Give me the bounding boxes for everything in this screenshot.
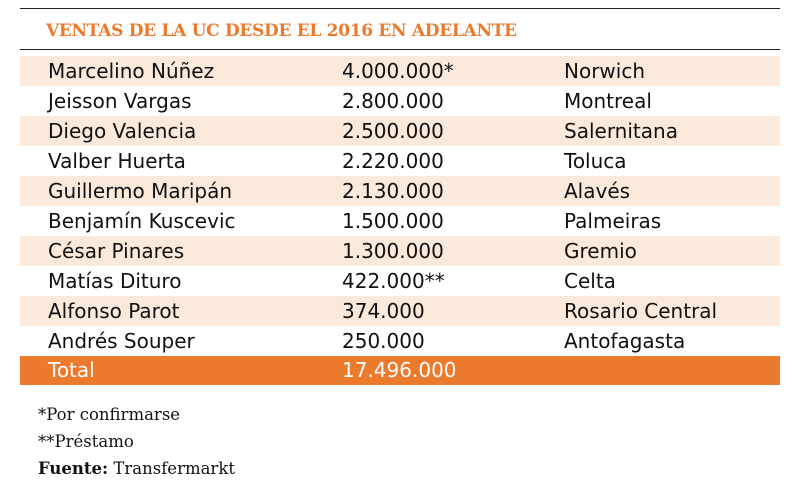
table-row: Andrés Souper 250.000 Antofagasta [20,326,780,356]
sale-amount: 4.000.000* [342,59,454,83]
table-row: Marcelino Núñez 4.000.000* Norwich [20,56,780,86]
sale-amount: 422.000** [342,269,445,293]
player-name: Diego Valencia [48,119,197,143]
sale-amount: 1.500.000 [342,209,444,233]
destination-club: Norwich [564,59,646,83]
destination-club: Palmeiras [564,209,662,233]
source-label: Fuente: [38,459,109,478]
sale-amount: 250.000 [342,329,425,353]
player-name: Marcelino Núñez [48,59,215,83]
title-rule [20,49,780,50]
sale-amount: 1.300.000 [342,239,444,263]
sale-amount: 2.130.000 [342,179,444,203]
table-row: Alfonso Parot 374.000 Rosario Central [20,296,780,326]
player-name: Andrés Souper [48,329,195,353]
footnote-loan: **Préstamo [38,432,134,451]
player-name: César Pinares [48,239,185,263]
sale-amount: 2.220.000 [342,149,444,173]
player-name: Jeisson Vargas [48,89,192,113]
source-line: Fuente: Transfermarkt [38,455,780,482]
top-rule [20,8,780,9]
table-row: Guillermo Maripán 2.130.000 Alavés [20,176,780,206]
total-amount: 17.496.000 [342,358,457,382]
footnotes: *Por confirmarse **Préstamo Fuente: Tran… [20,401,780,482]
destination-club: Alavés [564,179,631,203]
total-row: Total 17.496.000 [20,356,780,385]
table-row: Valber Huerta 2.220.000 Toluca [20,146,780,176]
sale-amount: 374.000 [342,299,425,323]
sale-amount: 2.800.000 [342,89,444,113]
destination-club: Gremio [564,239,637,263]
player-name: Guillermo Maripán [48,179,233,203]
table-title: VENTAS DE LA UC DESDE EL 2016 EN ADELANT… [46,21,517,41]
sale-amount: 2.500.000 [342,119,444,143]
total-label: Total [48,358,95,382]
table-body: Marcelino Núñez 4.000.000* Norwich Jeiss… [20,56,780,385]
destination-club: Montreal [564,89,652,113]
table-row: Diego Valencia 2.500.000 Salernitana [20,116,780,146]
destination-club: Celta [564,269,616,293]
destination-club: Antofagasta [564,329,686,353]
player-name: Alfonso Parot [48,299,180,323]
player-name: Valber Huerta [48,149,186,173]
destination-club: Toluca [564,149,627,173]
table-row: Benjamín Kuscevic 1.500.000 Palmeiras [20,206,780,236]
table-row: Jeisson Vargas 2.800.000 Montreal [20,86,780,116]
destination-club: Salernitana [564,119,678,143]
source-value: Transfermarkt [108,459,235,478]
table-row: Matías Dituro 422.000** Celta [20,266,780,296]
player-name: Matías Dituro [48,269,182,293]
table-row: César Pinares 1.300.000 Gremio [20,236,780,266]
sales-table-card: VENTAS DE LA UC DESDE EL 2016 EN ADELANT… [20,8,780,482]
player-name: Benjamín Kuscevic [48,209,236,233]
destination-club: Rosario Central [564,299,718,323]
footnote-confirm: *Por confirmarse [38,405,181,424]
